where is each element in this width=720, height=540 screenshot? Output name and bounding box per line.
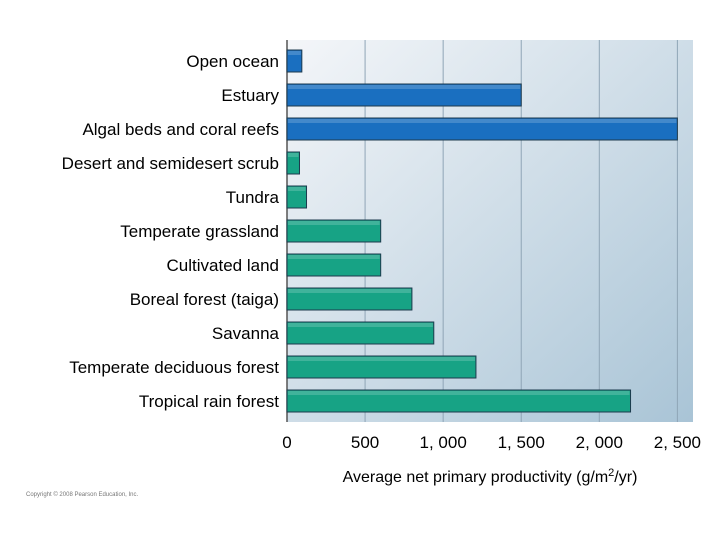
category-label-10: Tropical rain forest <box>139 392 279 411</box>
bar-1 <box>286 83 522 107</box>
bar-highlight-0 <box>288 51 301 55</box>
category-label-0: Open ocean <box>186 52 279 71</box>
bar-highlight-10 <box>288 391 630 395</box>
x-axis-title: Average net primary productivity (g/m2/y… <box>343 467 638 486</box>
category-label-3: Desert and semidesert scrub <box>62 154 279 173</box>
bar-highlight-7 <box>288 289 411 293</box>
category-label-9: Temperate deciduous forest <box>69 358 279 377</box>
category-label-6: Cultivated land <box>167 256 279 275</box>
x-tick-label-5: 2, 500 <box>654 433 701 452</box>
x-tick-label-3: 1, 500 <box>498 433 545 452</box>
bar-highlight-9 <box>288 357 475 361</box>
bar-7 <box>286 287 413 311</box>
bar-highlight-2 <box>288 119 677 123</box>
category-label-4: Tundra <box>226 188 280 207</box>
bar-4 <box>286 185 308 209</box>
bar-highlight-3 <box>288 153 299 157</box>
bar-highlight-1 <box>288 85 521 89</box>
bar-9 <box>286 355 477 379</box>
bar-highlight-5 <box>288 221 380 225</box>
category-label-1: Estuary <box>221 86 279 105</box>
bar-highlight-4 <box>288 187 306 191</box>
category-label-8: Savanna <box>212 324 280 343</box>
x-tick-labels: 0 500 1, 000 1, 500 2, 000 2, 500 <box>282 433 701 452</box>
bar-0 <box>286 49 303 73</box>
x-tick-label-4: 2, 000 <box>576 433 623 452</box>
category-labels: Open ocean Estuary Algal beds and coral re… <box>62 52 280 411</box>
category-label-5: Temperate grassland <box>120 222 279 241</box>
category-label-2: Algal beds and coral reefs <box>82 120 279 139</box>
category-label-7: Boreal forest (taiga) <box>130 290 279 309</box>
x-tick-label-2: 1, 000 <box>420 433 467 452</box>
bar-6 <box>286 253 382 277</box>
bar-10 <box>286 389 632 413</box>
copyright-notice: Copyright © 2008 Pearson Education, Inc. <box>26 492 139 498</box>
bar-2 <box>286 117 678 141</box>
bar-8 <box>286 321 435 345</box>
x-tick-label-0: 0 <box>282 433 291 452</box>
bar-highlight-8 <box>288 323 433 327</box>
bar-highlight-6 <box>288 255 380 259</box>
bar-5 <box>286 219 382 243</box>
bars-group <box>286 49 678 413</box>
bar-3 <box>286 151 300 175</box>
x-tick-label-1: 500 <box>351 433 379 452</box>
